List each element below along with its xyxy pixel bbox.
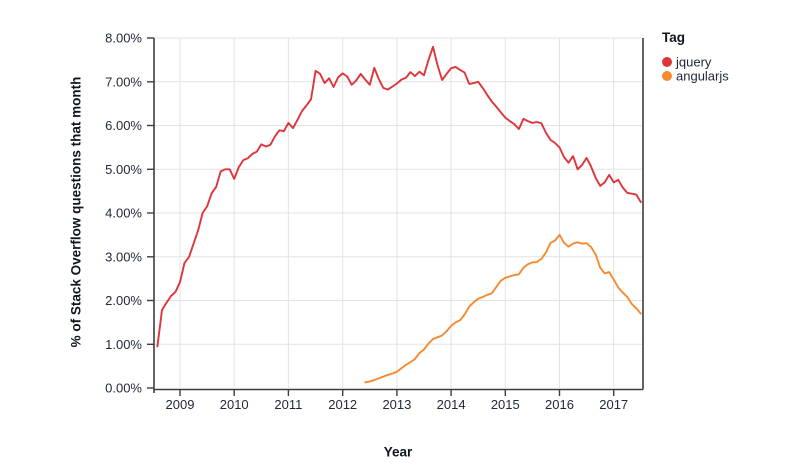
x-tick-label: 2017 — [599, 397, 628, 412]
x-tick-label: 2015 — [491, 397, 520, 412]
x-tick-label: 2011 — [274, 397, 302, 412]
y-tick-label: 1.00% — [105, 337, 142, 352]
legend-title: Tag — [662, 30, 685, 45]
x-tick-label: 2014 — [437, 397, 466, 412]
jquery-line[interactable] — [156, 45, 642, 348]
legend-label-angularjs[interactable]: angularjs — [676, 69, 729, 84]
x-axis-title: Year — [383, 444, 413, 460]
y-tick-label: 2.00% — [105, 293, 142, 308]
y-tick-label: 5.00% — [105, 162, 142, 177]
x-tick-label: 2016 — [545, 397, 574, 412]
legend-label-jquery[interactable]: jquery — [675, 55, 712, 70]
legend-dot-angularjs[interactable] — [662, 71, 672, 81]
x-tick-label: 2013 — [382, 397, 411, 412]
y-tick-label: 4.00% — [105, 206, 142, 221]
angularjs-line[interactable] — [364, 233, 642, 384]
y-tick-label: 7.00% — [105, 74, 142, 89]
y-tick-label: 3.00% — [105, 249, 142, 264]
y-tick-label: 0.00% — [105, 381, 142, 396]
x-tick-label: 2009 — [166, 397, 195, 412]
x-tick-label: 2010 — [220, 397, 249, 412]
y-axis-title: % of Stack Overflow questions that month — [68, 76, 84, 348]
x-tick-label: 2012 — [328, 397, 357, 412]
legend-dot-jquery[interactable] — [662, 57, 672, 67]
y-tick-label: 6.00% — [105, 118, 142, 133]
y-tick-label: 8.00% — [105, 31, 142, 46]
